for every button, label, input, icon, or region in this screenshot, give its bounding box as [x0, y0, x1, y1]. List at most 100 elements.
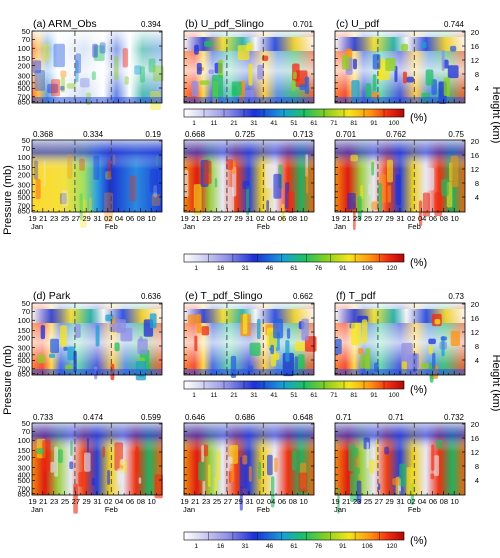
cloud-cell — [60, 325, 67, 347]
cloud-cell — [440, 336, 448, 341]
humidity-cell — [258, 461, 262, 480]
colorbar-label: 46 — [266, 265, 274, 272]
cloud-cell — [257, 64, 264, 80]
cloud-cell — [196, 62, 202, 75]
cloud-cell — [372, 54, 381, 70]
height-tick-label: 8 — [475, 179, 479, 188]
colorbar-label: 1 — [192, 392, 196, 399]
date-tick-label: 10 — [147, 214, 155, 223]
date-tick-label: 06 — [126, 214, 134, 223]
cloud-cell — [450, 330, 461, 346]
date-tick-label: 27 — [224, 497, 232, 506]
cloud-cell — [295, 70, 308, 88]
date-tick-label: 06 — [429, 214, 437, 223]
pressure-tick-label: 500 — [17, 193, 30, 202]
cloud-cell — [204, 41, 213, 47]
date-tick-label: 25 — [61, 497, 69, 506]
cloud-cell — [304, 76, 310, 95]
cloud-cell — [447, 65, 459, 79]
date-tick-label: 27 — [375, 497, 383, 506]
humidity-cell — [73, 483, 78, 514]
height-tick-label: 12 — [471, 448, 479, 457]
period-stat: 0.725 — [235, 130, 256, 139]
cloud-cell — [425, 69, 434, 86]
colorbar-label: 71 — [330, 120, 338, 127]
cloud-cell — [372, 74, 377, 91]
colorbar-label: 11 — [211, 392, 218, 399]
colorbar-label: 46 — [266, 543, 274, 550]
panel-2: (b) U_pdf_Slingo 0.701 — [183, 18, 315, 104]
panel-title: (c) U_pdf — [336, 18, 379, 30]
date-tick-label: 23 — [50, 497, 58, 506]
cloud-cell — [152, 65, 164, 82]
date-tick-label: 25 — [61, 214, 69, 223]
humidity-cell — [239, 456, 248, 489]
date-tick-label: 06 — [126, 497, 134, 506]
pressure-tick-label: 500 — [17, 356, 30, 365]
date-tick-label: 06 — [278, 497, 286, 506]
colorbar-label: 51 — [290, 392, 298, 399]
cloud-cell — [443, 77, 450, 97]
colorbar-label: 100 — [389, 392, 400, 399]
pressure-tick-label: 100 — [17, 44, 30, 53]
height-tick-label: 8 — [475, 70, 479, 79]
humidity-cell — [274, 457, 278, 473]
date-tick-label: 21 — [191, 214, 199, 223]
humidity-cell — [104, 192, 114, 222]
colorbar-label: 21 — [230, 120, 238, 127]
cloud-cell — [201, 326, 210, 336]
humidity-cell — [50, 461, 55, 473]
colorbar-label: 76 — [315, 543, 323, 550]
date-tick-label: 08 — [289, 497, 297, 506]
colorbar-label: 106 — [362, 265, 373, 272]
colorbar-label: 21 — [230, 392, 238, 399]
period-stat: 0.71 — [388, 413, 404, 422]
cloud-cell — [95, 325, 100, 347]
colorbar-label: 120 — [386, 543, 397, 550]
humidity-cell — [107, 470, 110, 486]
humidity-cell — [79, 199, 87, 228]
cloud-cell — [294, 341, 306, 352]
humidity-cell — [230, 463, 235, 483]
period-stat: 0.368 — [33, 130, 54, 139]
panel-stat: 0.73 — [448, 292, 464, 301]
humidity-cell — [214, 477, 218, 493]
date-tick-label: 04 — [267, 497, 275, 506]
humidity-cell — [387, 185, 392, 203]
humidity-cell — [371, 161, 375, 176]
date-tick-label: 02 — [104, 214, 112, 223]
cloud-cell — [60, 70, 67, 78]
height-axis-label-bottom: Height (km) — [490, 355, 500, 412]
date-tick-label: 06 — [429, 497, 437, 506]
height-tick-label: 20 — [471, 420, 479, 429]
cloud-cell — [352, 58, 357, 70]
pressure-tick-label: 850 — [17, 369, 30, 378]
cloud-fraction-scale-top: 1 11 21 31 41 51 61 71 81 91 100 (%) — [183, 108, 427, 127]
humidity-cell — [201, 445, 205, 463]
pressure-tick-label: 700 — [17, 93, 30, 102]
humidity-cell — [366, 441, 369, 469]
humidity-cell — [418, 200, 423, 227]
cloud-cell — [246, 42, 254, 51]
pressure-tick-label: 70 — [22, 427, 30, 436]
cloud-cell — [256, 318, 261, 340]
humidity-cell — [79, 193, 83, 221]
cloud-cell — [428, 338, 436, 345]
colorbar-label: 61 — [290, 543, 298, 550]
humidity-cell — [273, 173, 282, 199]
panel-11: 0.646 0.686 0.648 19 21 23 25 27 29 31 02 04 06 08 10 J… — [180, 413, 315, 514]
date-tick-label: 04 — [418, 497, 426, 506]
pressure-tick-label: 50 — [22, 136, 30, 145]
colorbar-label: 91 — [339, 265, 347, 272]
date-tick-label: 23 — [202, 214, 210, 223]
humidity-cell — [89, 197, 92, 217]
period-stat: 0.733 — [33, 413, 54, 422]
cloud-cell — [74, 323, 81, 338]
month-label-feb: Feb — [105, 222, 118, 231]
cloud-cell — [37, 354, 46, 364]
panel-title: (d) Park — [33, 290, 71, 302]
upper-cloud-band — [335, 309, 465, 323]
humidity-cell — [360, 185, 364, 200]
humidity-cell — [266, 199, 270, 212]
humidity-cell — [79, 158, 85, 171]
